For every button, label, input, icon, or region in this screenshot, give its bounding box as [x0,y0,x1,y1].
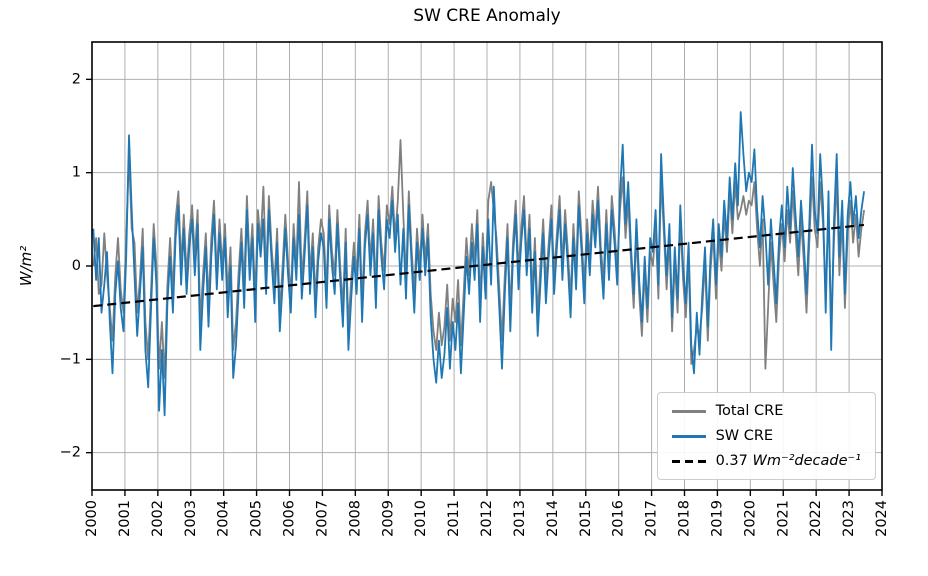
x-tick-label: 2017 [644,500,660,537]
sw-cre-line-swatch [671,434,706,438]
chart-title: SW CRE Anomaly [413,6,561,26]
x-tick-label: 2009 [380,500,396,537]
x-tick-label: 2015 [578,500,594,537]
legend-label-total-cre: Total CRE [715,403,784,419]
legend-label-sw-cre: SW CRE [715,428,774,444]
x-tick-label: 2021 [775,500,791,537]
x-tick-label: 2010 [413,500,429,537]
x-tick-label: 2023 [841,500,857,537]
x-tick-label: 2006 [282,500,298,537]
trend-line [93,223,865,308]
x-tick-label: 2016 [611,500,627,537]
legend: Total CRE SW CRE 0.37 Wm⁻²decade⁻¹ [656,392,876,480]
x-tick-label: 2001 [117,500,133,537]
trend-line-swatch [671,459,706,463]
x-tick-label: 2000 [84,500,100,537]
legend-item-trend: 0.37 Wm⁻²decade⁻¹ [671,453,861,469]
y-tick-label: 2 [72,71,81,87]
x-tick-label: 2024 [874,500,890,537]
x-tick-label: 2008 [347,500,363,537]
x-tick-label: 2022 [808,500,824,537]
x-tick-label: 2014 [545,500,561,537]
x-tick-label: 2018 [677,500,693,537]
x-tick-label: 2012 [479,500,495,537]
y-tick-label: 0 [72,258,81,274]
total-cre-line-swatch [671,409,706,413]
x-tick-label: 2011 [446,500,462,537]
legend-label-trend: 0.37 Wm⁻²decade⁻¹ [715,453,861,469]
x-tick-label: 2007 [314,500,330,537]
legend-item-total-cre: Total CRE [671,403,861,419]
x-tick-label: 2013 [512,500,528,537]
line-sw-cre [92,111,865,417]
x-tick-label: 2003 [183,500,199,537]
legend-item-sw-cre: SW CRE [671,428,861,444]
y-tick-label: −1 [60,351,81,367]
y-tick-label: 1 [72,165,81,181]
x-tick-label: 2020 [742,500,758,537]
y-tick-label: −2 [60,445,81,461]
x-tick-label: 2005 [249,500,265,537]
x-tick-label: 2004 [216,500,232,537]
x-tick-label: 2019 [709,500,725,537]
x-tick-label: 2002 [150,500,166,537]
